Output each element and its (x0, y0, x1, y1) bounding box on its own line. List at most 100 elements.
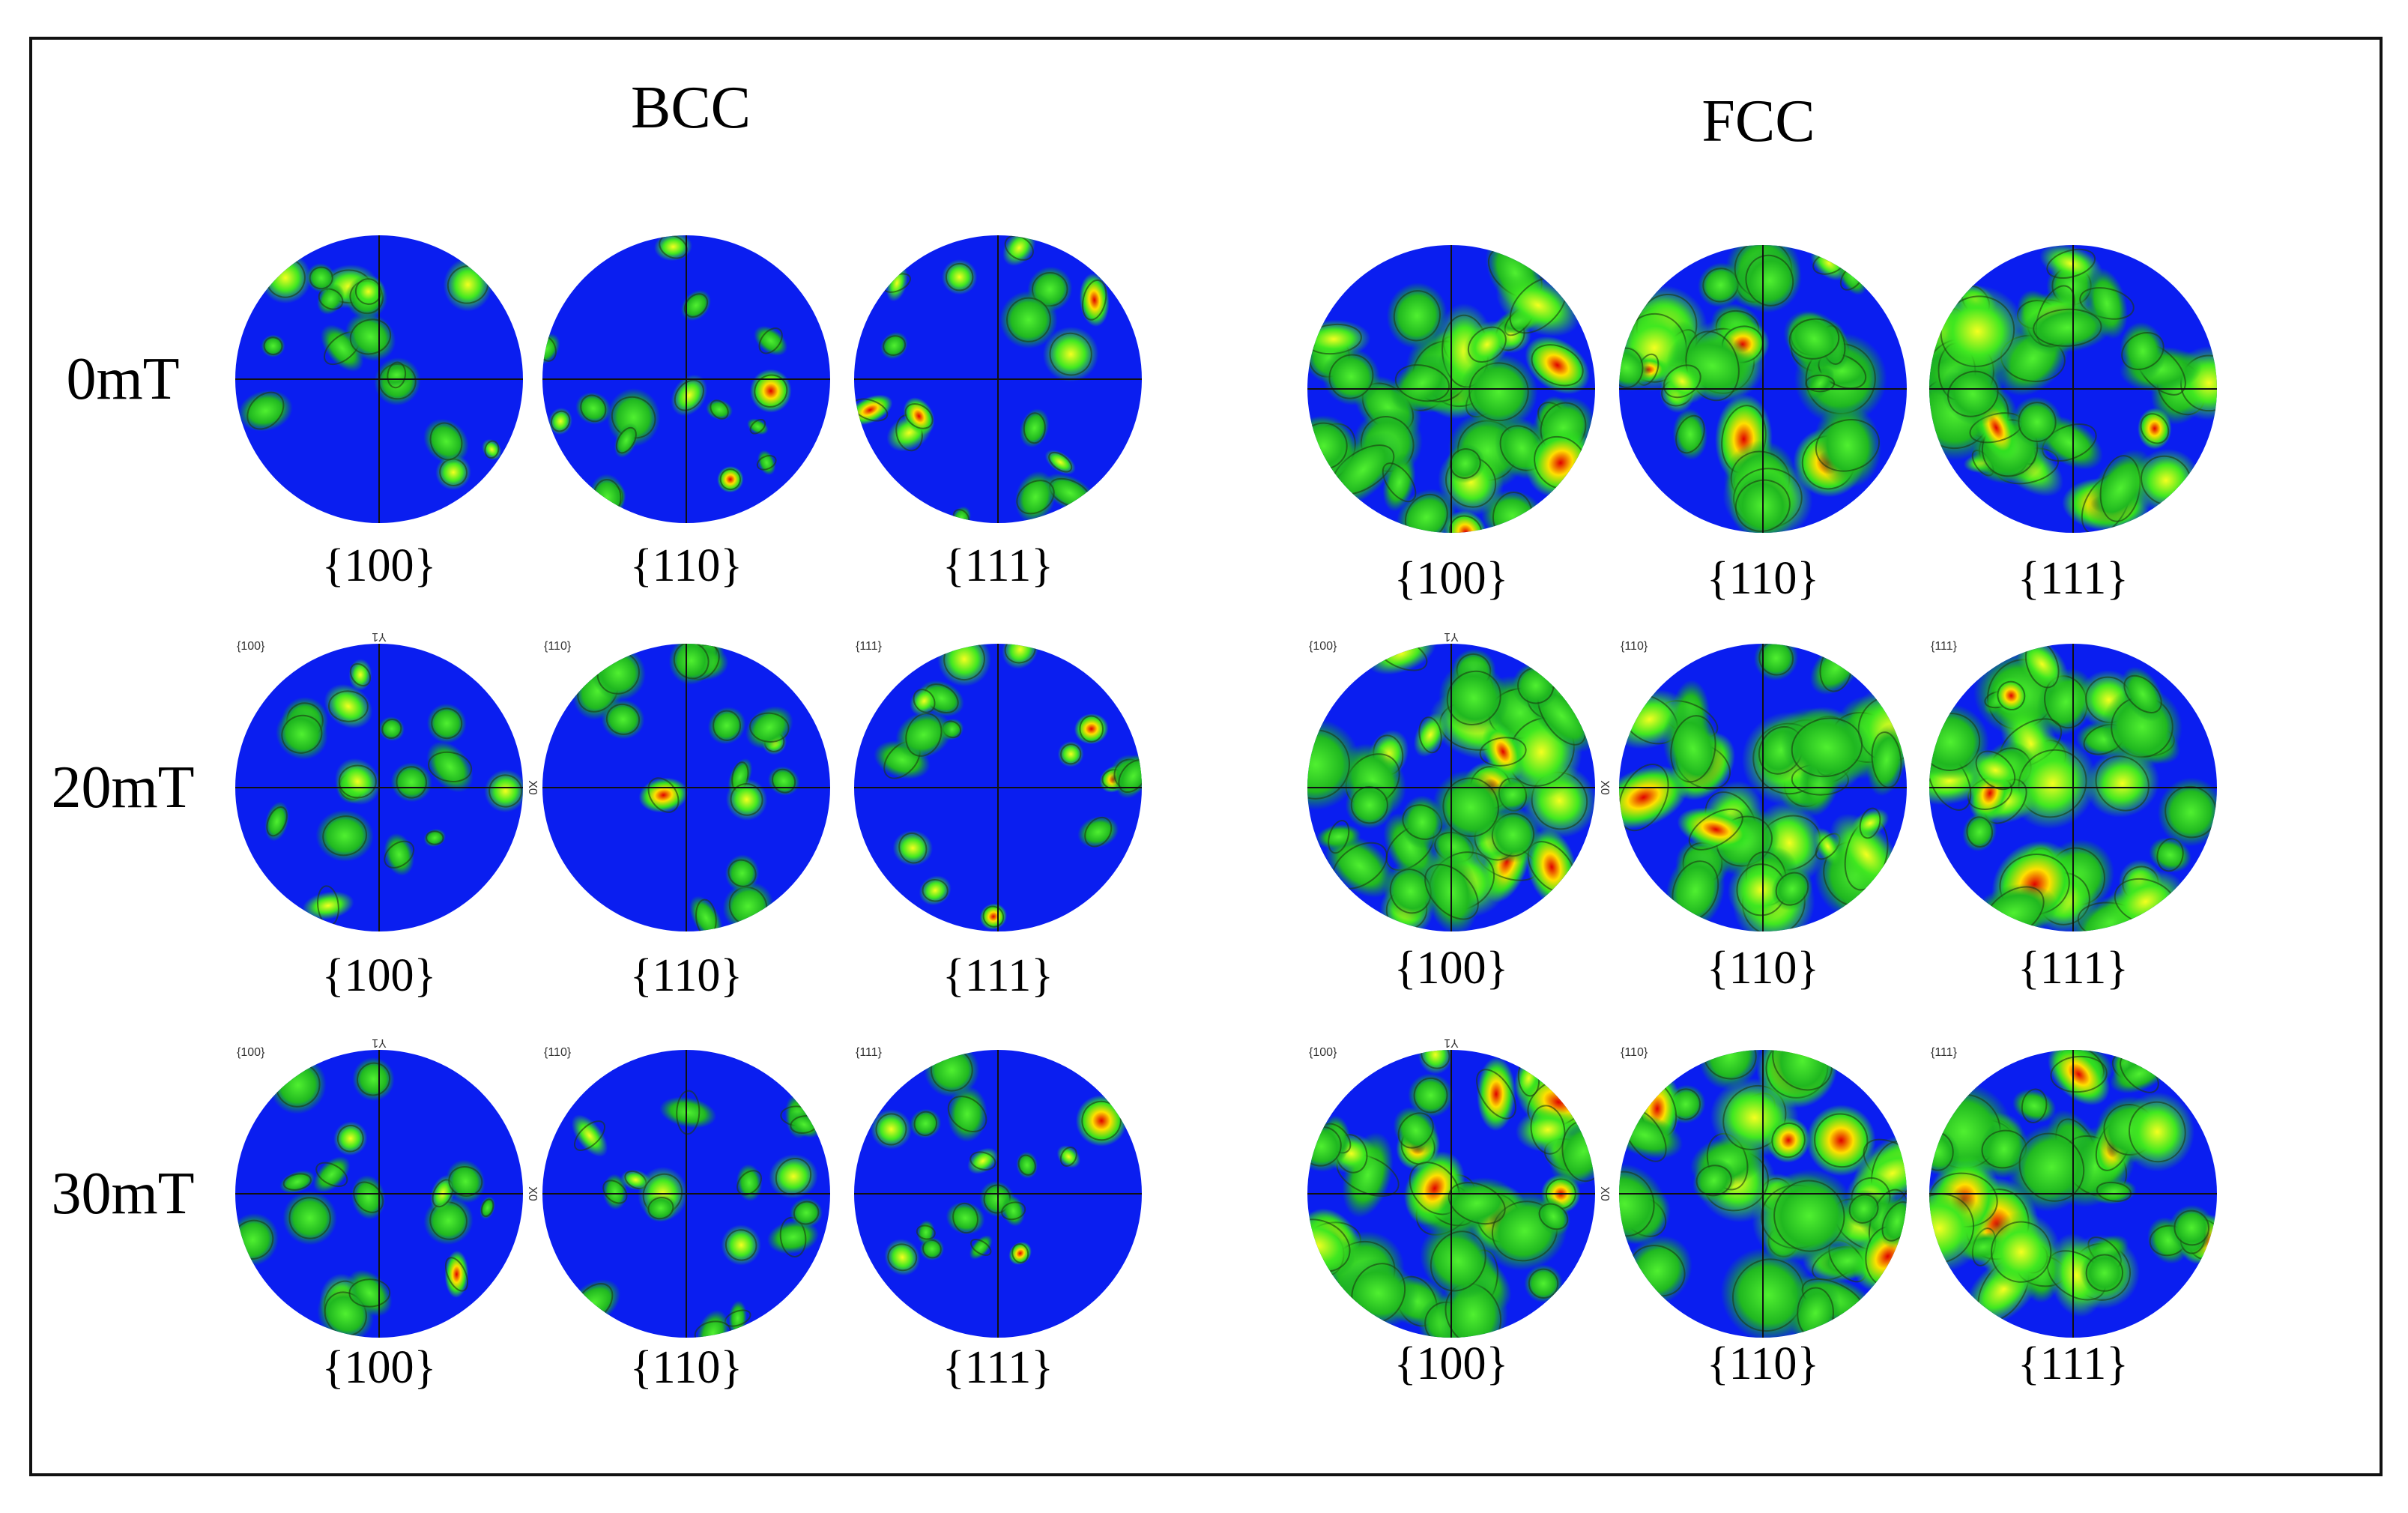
contour (1670, 715, 1716, 783)
intensity-blob (969, 1235, 993, 1260)
intensity-blob (279, 1170, 315, 1194)
contour (288, 1197, 331, 1239)
figure-caption: {110} (1707, 553, 1819, 604)
intensity-blob (1462, 320, 1511, 369)
figure-caption: {111} (2018, 1338, 2129, 1389)
intensity-blob (2080, 1248, 2129, 1297)
contour (426, 830, 444, 845)
contour (1011, 1243, 1029, 1263)
intensity-map (1307, 644, 1595, 931)
intensity-blob (2012, 396, 2063, 448)
contour (2024, 644, 2060, 689)
axis-label: X0 (1598, 780, 1611, 795)
contour (922, 879, 949, 902)
contour (1001, 1201, 1026, 1221)
contour (1382, 462, 1417, 503)
contour (736, 1170, 762, 1196)
axis-label: X0 (1598, 1186, 1611, 1201)
contour (1404, 493, 1448, 533)
pole-figure (1307, 644, 1595, 931)
pole-figure (542, 644, 830, 931)
pole-figure (1307, 245, 1595, 533)
contour (1966, 816, 1994, 848)
intensity-blob (1413, 713, 1447, 758)
contour (854, 398, 889, 422)
contour (235, 1219, 274, 1260)
contour (338, 764, 377, 799)
contour (2121, 331, 2165, 370)
intensity-blob (1459, 353, 1538, 431)
contour (1991, 1221, 2052, 1283)
intensity-blob (2120, 321, 2166, 381)
intensity-blob (766, 1220, 820, 1254)
contour (263, 336, 283, 356)
contour (1688, 808, 1743, 851)
intensity-blob (1077, 815, 1119, 848)
contour (1975, 750, 2016, 791)
contour (318, 288, 344, 310)
contour (775, 1158, 812, 1195)
pole-figure (542, 235, 830, 523)
contour (336, 1124, 364, 1153)
contour (1023, 412, 1046, 444)
intensity-blob (542, 333, 560, 365)
axis-label: X0 (526, 1186, 539, 1201)
contour (1814, 1113, 1869, 1168)
contour (605, 703, 641, 735)
contour (444, 1257, 469, 1292)
intensity-blob (426, 703, 467, 743)
contour (349, 662, 372, 687)
intensity-blob (1408, 1073, 1453, 1117)
intensity-blob (895, 710, 952, 759)
contour (1758, 644, 1794, 676)
contour (550, 410, 571, 432)
contour (793, 1201, 820, 1225)
intensity-blob (1044, 450, 1076, 475)
contour (1695, 1165, 1732, 1197)
intensity-blob (614, 423, 638, 458)
contour (1859, 807, 1881, 839)
intensity-blob (903, 397, 935, 435)
axis-label: X0 (526, 780, 539, 795)
contour (913, 1111, 938, 1137)
intensity-blob (1966, 749, 2025, 791)
contour (431, 707, 463, 740)
intensity-blob (390, 762, 432, 803)
intensity-blob (1307, 1211, 1361, 1281)
intensity-blob (2039, 245, 2103, 284)
intensity-blob (1619, 1163, 1666, 1245)
intensity-map (854, 235, 1110, 523)
contour (2050, 1055, 2108, 1093)
corner-label: {111} (856, 640, 883, 653)
pole-figure (235, 1050, 523, 1338)
contour (266, 806, 288, 837)
contour (246, 391, 285, 430)
corner-label: {111} (856, 1046, 883, 1059)
contour (710, 399, 729, 420)
contour (719, 468, 741, 491)
contour (2021, 1088, 2048, 1123)
contour (1675, 414, 1705, 454)
intensity-blob (384, 833, 414, 876)
pole-figure (854, 644, 1142, 931)
contour (1402, 804, 1443, 840)
intensity-map (238, 252, 502, 490)
contour (756, 455, 777, 471)
contour (1538, 1203, 1569, 1230)
contour (1797, 1287, 1834, 1338)
contour (1929, 1193, 1975, 1264)
contour (674, 379, 704, 411)
intensity-blob (638, 777, 689, 813)
contour (1307, 729, 1350, 800)
figure-caption: {111} (943, 540, 1053, 591)
contour (694, 1320, 732, 1338)
intensity-blob (571, 1114, 608, 1157)
intensity-blob (967, 1147, 999, 1174)
contour (724, 1229, 757, 1261)
intensity-map (871, 1050, 1128, 1276)
row-label: 30mT (51, 1161, 194, 1227)
contour (1393, 290, 1441, 342)
contour (779, 1216, 807, 1257)
intensity-blob (1737, 247, 1802, 313)
axis-label: Y1 (372, 1036, 387, 1049)
